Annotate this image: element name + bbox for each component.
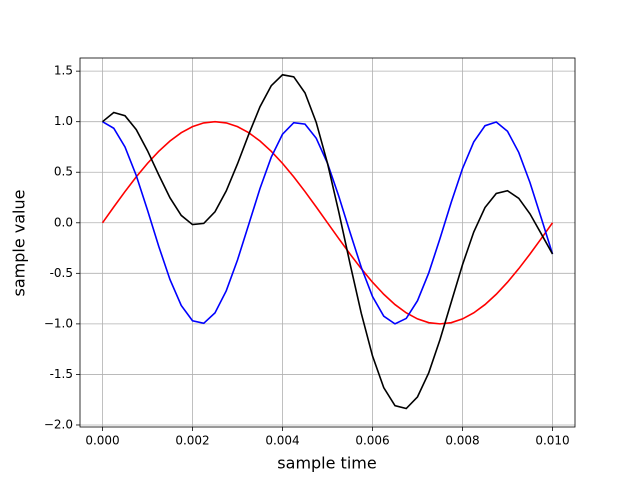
- x-tick-label: 0.006: [355, 434, 389, 448]
- x-tick-label: 0.000: [85, 434, 119, 448]
- y-tick-label: 1.5: [54, 64, 73, 78]
- plot-frame: [79, 57, 576, 428]
- y-tick-label: 0.0: [54, 215, 73, 229]
- x-tick-label: 0.010: [535, 434, 569, 448]
- y-tick-label: -0.5: [50, 266, 73, 280]
- y-tick-label: −1.0: [44, 316, 73, 330]
- x-tick-label: 0.008: [445, 434, 479, 448]
- y-tick-label: 0.5: [54, 165, 73, 179]
- x-tick-label: 0.004: [265, 434, 299, 448]
- line-series: [101, 73, 554, 410]
- y-tick-label: 1.0: [54, 114, 73, 128]
- x-axis-label: sample time: [277, 454, 376, 473]
- y-axis-label: sample value: [10, 190, 29, 297]
- y-tick-label: −2.0: [44, 417, 73, 431]
- x-tick-label: 0.002: [175, 434, 209, 448]
- y-tick-label: -1.5: [50, 367, 73, 381]
- line-series: [101, 120, 554, 325]
